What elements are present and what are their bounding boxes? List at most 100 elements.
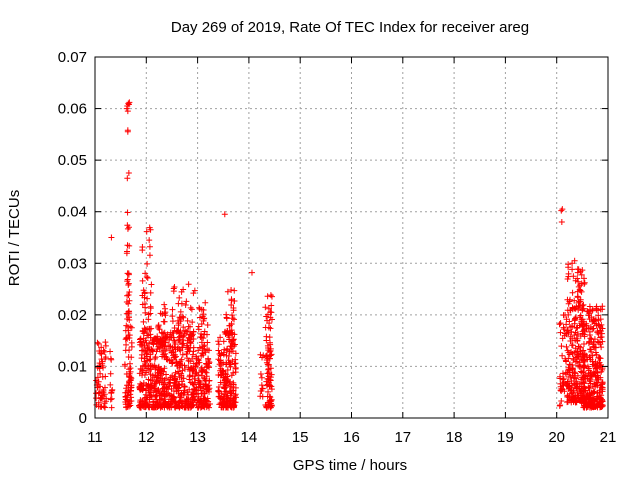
data-point <box>152 372 159 379</box>
data-point <box>190 348 197 355</box>
data-point <box>268 386 275 393</box>
data-point <box>150 389 157 396</box>
data-point <box>199 368 206 375</box>
data-point <box>126 288 133 295</box>
data-point <box>195 371 202 378</box>
data-point <box>167 401 174 408</box>
data-point <box>574 348 581 355</box>
data-point <box>147 226 154 233</box>
data-point <box>145 401 152 408</box>
data-point <box>171 394 178 401</box>
data-point <box>568 390 575 397</box>
data-point <box>578 280 585 287</box>
data-point <box>224 367 231 374</box>
data-point <box>221 384 228 391</box>
data-point <box>128 375 135 382</box>
data-point <box>166 333 173 340</box>
data-point <box>147 384 154 391</box>
data-point <box>570 355 577 362</box>
data-point <box>586 346 593 353</box>
data-point <box>570 380 577 387</box>
data-point <box>162 305 169 312</box>
data-point <box>195 403 202 410</box>
data-point <box>572 358 579 365</box>
data-point <box>560 375 567 382</box>
y-tick-label: 0.04 <box>58 204 87 221</box>
data-point <box>95 390 102 397</box>
data-point <box>231 287 238 294</box>
data-point <box>596 322 603 329</box>
data-point <box>144 295 151 302</box>
data-point <box>595 307 602 314</box>
data-point <box>204 402 211 409</box>
data-point <box>588 348 595 355</box>
data-point <box>221 211 228 218</box>
data-point <box>215 393 222 400</box>
data-point <box>143 228 150 235</box>
data-point <box>556 402 563 409</box>
data-point <box>172 369 179 376</box>
data-point <box>580 275 587 282</box>
x-tick-label: 11 <box>87 429 103 446</box>
data-point <box>125 300 132 307</box>
data-point <box>167 334 174 341</box>
data-point <box>187 404 194 411</box>
data-point <box>556 373 563 380</box>
data-point <box>215 347 222 354</box>
data-point <box>144 260 151 267</box>
data-point <box>591 389 598 396</box>
data-point <box>558 207 565 214</box>
data-point <box>157 375 164 382</box>
data-point <box>152 354 159 361</box>
data-point <box>195 323 202 330</box>
data-point <box>217 334 224 341</box>
data-point <box>223 397 230 404</box>
data-point <box>578 374 585 381</box>
data-point <box>191 386 198 393</box>
data-point <box>167 396 174 403</box>
data-point <box>141 294 148 301</box>
data-point <box>564 399 571 406</box>
data-point <box>198 339 205 346</box>
data-point <box>185 323 192 330</box>
data-point <box>266 379 273 386</box>
data-point <box>123 404 130 411</box>
data-point <box>228 372 235 379</box>
data-point <box>148 281 155 288</box>
data-point <box>140 379 147 386</box>
data-point <box>201 389 207 396</box>
data-point <box>220 368 227 375</box>
data-point <box>154 333 161 340</box>
data-point <box>566 318 573 325</box>
data-point <box>164 402 171 409</box>
data-point <box>140 287 147 294</box>
data-point <box>102 354 109 361</box>
data-point <box>100 347 107 354</box>
data-point <box>143 339 150 346</box>
data-point <box>173 358 180 365</box>
data-point <box>181 330 188 337</box>
data-point <box>267 374 274 381</box>
data-point <box>164 356 171 363</box>
data-point <box>585 371 592 378</box>
data-point <box>580 347 587 354</box>
data-point <box>167 376 174 383</box>
data-point <box>169 360 176 367</box>
data-point <box>587 335 594 342</box>
data-point <box>139 247 146 254</box>
data-point <box>575 283 582 290</box>
data-point <box>264 393 271 400</box>
data-point <box>188 306 195 313</box>
data-point <box>146 237 153 244</box>
data-point <box>576 322 583 329</box>
data-point <box>125 224 132 231</box>
data-point <box>264 293 271 300</box>
data-point <box>559 206 566 213</box>
data-point <box>128 324 135 331</box>
data-point <box>217 379 224 386</box>
data-point <box>597 384 604 391</box>
data-point <box>141 358 148 365</box>
data-point <box>224 288 231 295</box>
data-point <box>187 340 194 347</box>
